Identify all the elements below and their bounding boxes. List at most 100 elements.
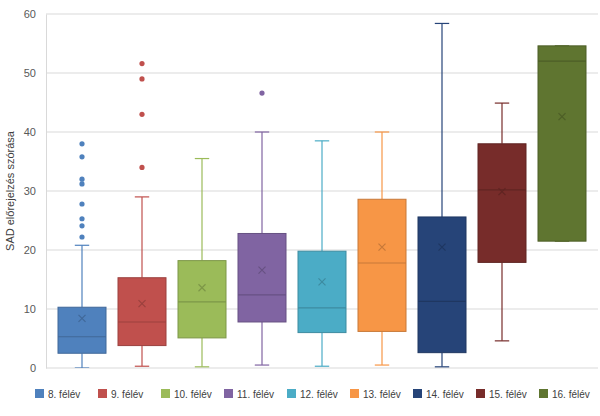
grid bbox=[46, 14, 598, 368]
box-group bbox=[118, 61, 166, 366]
legend-label: 9. félév bbox=[111, 389, 143, 400]
box-group bbox=[418, 23, 466, 366]
marks bbox=[58, 23, 586, 368]
whisker bbox=[321, 141, 322, 251]
y-axis: 0102030405060 bbox=[24, 8, 47, 374]
whisker-cap bbox=[495, 340, 509, 341]
legend: 8. félév9. félév10. félév11. félév12. fé… bbox=[35, 389, 590, 400]
y-tick-label: 10 bbox=[24, 303, 36, 315]
legend-entry: 12. félév bbox=[287, 389, 338, 400]
whisker-cap bbox=[435, 23, 449, 24]
outlier bbox=[79, 141, 84, 146]
outlier bbox=[79, 234, 84, 239]
outlier bbox=[259, 90, 264, 95]
legend-swatch bbox=[413, 389, 422, 398]
mean-marker bbox=[379, 244, 386, 251]
whisker bbox=[501, 262, 502, 340]
whisker-cap bbox=[255, 364, 269, 365]
mean-marker bbox=[439, 244, 446, 251]
legend-entry: 16. félév bbox=[539, 389, 590, 400]
box bbox=[478, 144, 526, 263]
y-tick-label: 40 bbox=[24, 126, 36, 138]
box-group bbox=[58, 141, 106, 368]
whisker bbox=[81, 353, 82, 368]
median-line bbox=[538, 61, 586, 62]
whisker bbox=[141, 346, 142, 367]
whisker bbox=[261, 322, 262, 365]
legend-entry: 10. félév bbox=[161, 389, 212, 400]
legend-entry: 11. félév bbox=[224, 389, 274, 400]
y-tick: 0 bbox=[30, 362, 46, 374]
outlier bbox=[79, 216, 84, 221]
outlier bbox=[139, 76, 144, 81]
legend-label: 15. félév bbox=[489, 389, 527, 400]
median-line bbox=[298, 307, 346, 308]
legend-swatch bbox=[287, 389, 296, 398]
outlier bbox=[79, 223, 84, 228]
box-group bbox=[358, 132, 406, 365]
y-tick-label: 30 bbox=[24, 185, 36, 197]
whisker bbox=[81, 245, 82, 307]
legend-swatch bbox=[224, 389, 233, 398]
whisker-cap bbox=[495, 102, 509, 103]
grid-line bbox=[46, 132, 598, 133]
outlier bbox=[79, 154, 84, 159]
mean-marker bbox=[499, 188, 506, 195]
legend-label: 12. félév bbox=[300, 389, 338, 400]
median-line bbox=[238, 294, 286, 295]
whisker-cap bbox=[135, 196, 149, 197]
whisker-cap bbox=[195, 366, 209, 367]
chart: 0102030405060SAD előrejelzés szórása8. f… bbox=[0, 0, 600, 416]
box bbox=[118, 278, 166, 346]
whisker bbox=[501, 103, 502, 144]
median-line bbox=[178, 301, 226, 302]
whisker bbox=[261, 132, 262, 233]
legend-entry: 14. félév bbox=[413, 389, 464, 400]
y-tick-label: 0 bbox=[30, 362, 36, 374]
box-group bbox=[478, 103, 526, 341]
whisker-cap bbox=[75, 245, 89, 246]
legend-label: 14. félév bbox=[426, 389, 464, 400]
box-group bbox=[178, 159, 226, 367]
whisker bbox=[201, 338, 202, 367]
legend-swatch bbox=[98, 389, 107, 398]
outlier bbox=[139, 61, 144, 66]
box-group bbox=[238, 90, 286, 365]
y-axis-line bbox=[46, 15, 47, 369]
legend-entry: 9. félév bbox=[98, 389, 143, 400]
y-tick: 50 bbox=[24, 67, 46, 79]
whisker bbox=[321, 333, 322, 367]
whisker bbox=[381, 132, 382, 199]
whisker-cap bbox=[375, 364, 389, 365]
outlier bbox=[79, 177, 84, 182]
whisker bbox=[141, 197, 142, 278]
median-line bbox=[58, 336, 106, 337]
box bbox=[298, 251, 346, 332]
y-tick: 40 bbox=[24, 126, 46, 138]
mean-marker bbox=[199, 284, 206, 291]
y-tick: 30 bbox=[24, 185, 46, 197]
whisker-cap bbox=[435, 366, 449, 367]
box bbox=[538, 46, 586, 241]
mean-marker bbox=[79, 315, 86, 322]
plot-area: 0102030405060 bbox=[24, 8, 598, 374]
y-axis-title: SAD előrejelzés szórása bbox=[4, 130, 16, 251]
legend-swatch bbox=[539, 389, 548, 398]
box bbox=[358, 199, 406, 331]
median-line bbox=[358, 262, 406, 263]
whisker-cap bbox=[255, 131, 269, 132]
grid-line bbox=[46, 73, 598, 74]
median-line bbox=[478, 189, 526, 190]
whisker bbox=[441, 353, 442, 367]
whisker-cap bbox=[315, 366, 329, 367]
mean-marker bbox=[139, 300, 146, 307]
y-tick-label: 60 bbox=[24, 8, 36, 20]
box-group bbox=[538, 46, 586, 241]
outlier bbox=[139, 165, 144, 170]
whisker-cap bbox=[315, 140, 329, 141]
mean-marker bbox=[559, 113, 566, 120]
legend-entry: 13. félév bbox=[350, 389, 401, 400]
legend-swatch bbox=[476, 389, 485, 398]
whisker-cap bbox=[75, 367, 89, 368]
grid-line bbox=[46, 14, 598, 15]
